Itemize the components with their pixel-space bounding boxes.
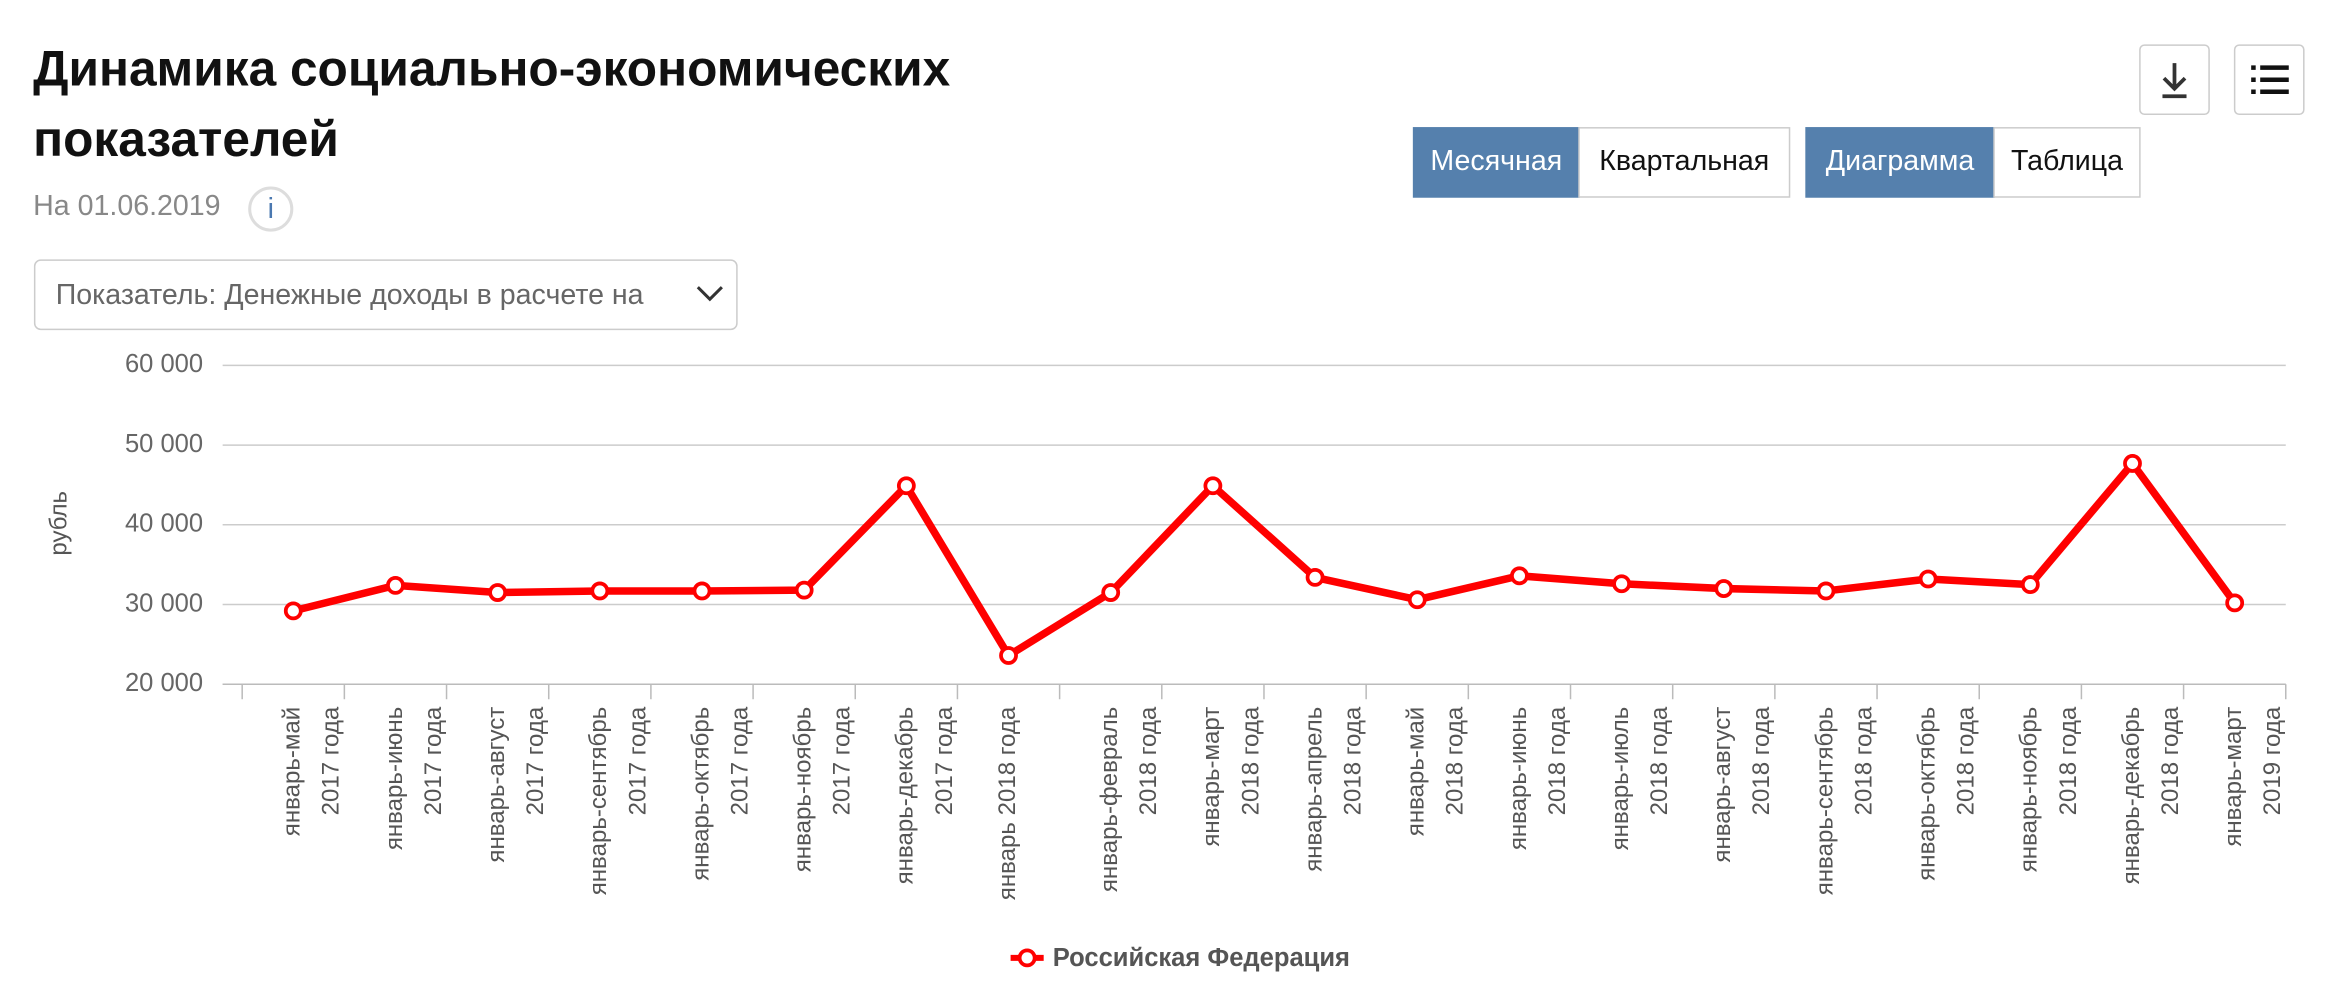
x-tick-label: 2019 года [2259, 706, 2286, 815]
x-tick-label: январь-ноябрь [2016, 707, 2043, 872]
point [1816, 581, 1836, 601]
toggle-label: Квартальная [1599, 145, 1769, 177]
x-tick-label: январь-июнь [381, 707, 408, 850]
x-tick-label: январь-декабрь [2118, 707, 2145, 885]
menu-icon [2251, 65, 2289, 94]
toggle-label: Месячная [1430, 145, 1562, 177]
x-tick-label: январь-май [1403, 707, 1430, 836]
x-tick-label: 2018 года [1748, 706, 1775, 815]
point [999, 646, 1018, 665]
toggle-button[interactable] [1578, 127, 1791, 198]
x-tick-label: 2018 года [1340, 706, 1367, 815]
toggle-label: Диаграмма [1826, 145, 1975, 177]
y-tick-label: 50 000 [125, 430, 203, 458]
x-tick-label: январь-октябрь [687, 707, 714, 881]
x-tick-label: 2018 года [1544, 706, 1571, 815]
x-tick-label: 2017 года [624, 706, 651, 815]
info-icon: i [268, 193, 274, 225]
x-tick-label: 2018 года [1850, 706, 1877, 815]
download-icon [2162, 63, 2187, 99]
indicator-text: Показатель: Денежные доходы в расчете на [56, 279, 644, 311]
y-tick-label: 30 000 [125, 589, 203, 617]
x-tick-label: январь-июль [1607, 707, 1634, 851]
x-tick-label: январь-август [483, 707, 510, 863]
x-tick-label: 2017 года [318, 706, 345, 815]
x-tick-label: 2018 года [1646, 706, 1673, 815]
toggle-label: Таблица [2011, 145, 2123, 177]
legend-label[interactable]: Российская Федерация [1053, 944, 1350, 972]
x-tick-label: январь-март [2220, 707, 2247, 847]
select-arrow [696, 286, 723, 302]
point [2123, 454, 2142, 473]
info-button[interactable] [248, 186, 294, 232]
point [1714, 579, 1734, 598]
x-tick-label: январь-октябрь [1913, 707, 1940, 881]
x-tick-label: январь-май [279, 707, 306, 836]
point [1918, 569, 1938, 589]
x-tick-label: 2017 года [829, 706, 856, 815]
toggle-button[interactable] [1805, 127, 1995, 198]
point [1203, 476, 1223, 496]
point [692, 581, 712, 601]
x-tick-label: 2018 года [2055, 706, 2082, 815]
x-tick-label: 2018 года [1135, 706, 1162, 815]
y-tick-label: 20 000 [125, 669, 203, 697]
title-line: показателей [33, 111, 339, 167]
x-tick-label: 2018 года [1442, 706, 1469, 815]
y-axis-title: рубль [46, 491, 73, 556]
x-tick-label: 2018 года [1237, 706, 1264, 815]
x-tick-label: январь-декабрь [892, 707, 919, 885]
y-tick-label: 60 000 [125, 350, 203, 378]
indicator-select[interactable] [33, 259, 738, 331]
point [283, 601, 303, 621]
toggle-button[interactable] [1993, 127, 2141, 198]
x-tick-label: 2017 года [522, 706, 549, 815]
x-tick-label: 2017 года [420, 706, 447, 815]
x-tick-label: январь-август [1709, 707, 1736, 863]
point [896, 476, 916, 496]
x-tick-label: январь-февраль [1096, 707, 1123, 892]
x-tick-label: январь-июнь [1505, 707, 1532, 850]
x-tick-label: январь-сентябрь [585, 707, 612, 895]
x-tick-label: 2018 года [2157, 706, 2184, 815]
title-line: Динамика социально-экономических [33, 40, 950, 96]
point [2020, 575, 2040, 594]
x-tick-label: 2017 года [726, 706, 753, 815]
point [1510, 566, 1529, 586]
x-tick-label: 2018 года [1953, 706, 1980, 815]
x-tick-label: январь-апрель [1300, 707, 1327, 872]
point [488, 583, 508, 602]
point [1407, 590, 1427, 610]
toggle-button[interactable] [1412, 127, 1580, 198]
point [794, 580, 814, 600]
date: На 01.06.2019 [33, 190, 220, 222]
x-tick-label: январь 2018 года [994, 706, 1021, 900]
x-tick-label: январь-сентябрь [1811, 707, 1838, 895]
x-tick-label: январь-ноябрь [790, 707, 817, 872]
point [1612, 574, 1632, 594]
point [590, 581, 610, 601]
point [1101, 583, 1121, 602]
point [1305, 568, 1325, 587]
series-line [292, 459, 2238, 660]
legend-marker [1017, 948, 1037, 968]
point [386, 575, 405, 595]
y-tick-label: 40 000 [125, 510, 203, 538]
point [2225, 593, 2245, 613]
x-tick-label: январь-март [1198, 707, 1225, 847]
x-tick-label: 2017 года [931, 706, 958, 815]
